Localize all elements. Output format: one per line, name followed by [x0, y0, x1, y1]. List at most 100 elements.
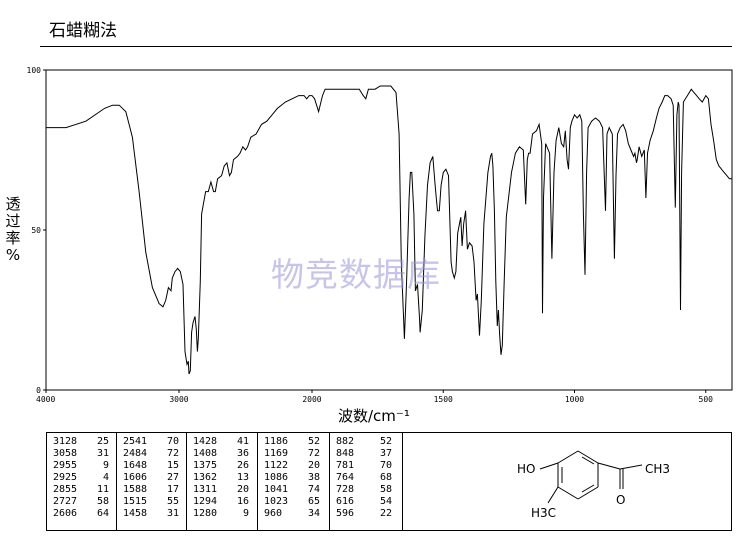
peak-wavenumber: 1023: [264, 496, 289, 507]
peak-wavenumber: 764: [336, 472, 355, 483]
peak-row: 781 70: [330, 460, 402, 472]
peak-transmittance: 16: [236, 496, 249, 507]
y-axis-label-char: 过: [5, 212, 21, 230]
peak-wavenumber: 960: [264, 508, 283, 519]
peak-transmittance: 65: [307, 496, 320, 507]
peak-transmittance: 74: [307, 484, 320, 495]
peak-wavenumber: 2484: [123, 448, 148, 459]
peak-transmittance: 20: [236, 484, 249, 495]
hydroxyl-label: HO: [517, 462, 535, 476]
peak-row: 1169 72: [258, 448, 329, 460]
peak-row: 1122 20: [258, 460, 329, 472]
x-axis-label: 波数/cm⁻¹: [338, 407, 410, 425]
peak-transmittance: 20: [307, 460, 320, 471]
peak-row: 2727 58: [47, 496, 116, 508]
peak-row: 3058 31: [47, 448, 116, 460]
peak-transmittance: 58: [379, 484, 392, 495]
peak-row: 1458 31: [117, 508, 186, 520]
x-tick-label: 1500: [434, 395, 453, 404]
peak-row: 2955 9: [47, 460, 116, 472]
carbonyl-oxygen-label: O: [616, 493, 625, 507]
peak-transmittance: 34: [307, 508, 320, 519]
peak-transmittance: 70: [379, 460, 392, 471]
peak-row: 882 52: [330, 436, 402, 448]
ir-spectrum-chart: 4000 3000 2000 1500 1000 500 0 50 100: [27, 66, 733, 404]
peak-transmittance: 37: [379, 448, 392, 459]
peak-transmittance: 9: [102, 460, 109, 471]
peak-wavenumber: 1311: [193, 484, 218, 495]
peak-row: 764 68: [330, 472, 402, 484]
peak-row: 596 22: [330, 508, 402, 520]
peak-row: 728 58: [330, 484, 402, 496]
peak-transmittance: 54: [379, 496, 392, 507]
peak-row: 2541 70: [117, 436, 186, 448]
peak-row: 1515 55: [117, 496, 186, 508]
peak-table-column: 882 52 848 37 781 70 764 68 728 58 616 54 596 22: [330, 433, 403, 530]
plot-frame: [45, 69, 733, 391]
spectrum-layer: [46, 85, 732, 375]
peak-transmittance: 55: [166, 496, 179, 507]
peak-wavenumber: 1408: [193, 448, 218, 459]
axis-ticks: 4000 3000 2000 1500 1000 500 0 50 100: [27, 66, 714, 404]
peak-wavenumber: 1169: [264, 448, 289, 459]
peak-wavenumber: 1648: [123, 460, 148, 471]
methyl-label: CH3: [645, 462, 670, 476]
peak-row: 2484 72: [117, 448, 186, 460]
peak-wavenumber: 596: [336, 508, 355, 519]
peak-row: 960 34: [258, 508, 329, 520]
peak-transmittance: 4: [102, 472, 109, 483]
y-axis-label-char: 率: [5, 229, 21, 247]
peak-transmittance: 68: [379, 472, 392, 483]
peak-row: 1186 52: [258, 436, 329, 448]
peak-wavenumber: 3128: [53, 436, 78, 447]
peak-transmittance: 52: [307, 436, 320, 447]
peak-wavenumber: 2541: [123, 436, 148, 447]
x-tick-label: 3000: [169, 395, 188, 404]
peak-wavenumber: 2727: [53, 496, 78, 507]
chemical-structure: HO CH3 O H3C: [437, 433, 731, 530]
peak-row: 2606 64: [47, 508, 116, 520]
x-tick-label: 2000: [302, 395, 321, 404]
peak-wavenumber: 1588: [123, 484, 148, 495]
peak-transmittance: 9: [242, 508, 249, 519]
peak-wavenumber: 1458: [123, 508, 148, 519]
peak-transmittance: 72: [166, 448, 179, 459]
peak-transmittance: 31: [166, 508, 179, 519]
peak-row: 2855 11: [47, 484, 116, 496]
peak-transmittance: 70: [166, 436, 179, 447]
peak-transmittance: 58: [96, 496, 109, 507]
peak-wavenumber: 1606: [123, 472, 148, 483]
spectrum-line: [46, 85, 732, 375]
peak-wavenumber: 1294: [193, 496, 218, 507]
structure-drawing: HO CH3 O H3C: [517, 450, 670, 520]
peak-row: 1606 27: [117, 472, 186, 484]
peak-table-column: 2541 70 2484 72 1648 15 1606 27 1588 17 1515 55 1458…: [117, 433, 187, 530]
peak-transmittance: 31: [96, 448, 109, 459]
peak-row: 1280 9: [187, 508, 257, 520]
peak-wavenumber: 728: [336, 484, 355, 495]
peak-row: 1362 13: [187, 472, 257, 484]
peak-transmittance: 17: [166, 484, 179, 495]
peak-wavenumber: 1362: [193, 472, 218, 483]
peak-row: 1041 74: [258, 484, 329, 496]
peak-row: 1294 16: [187, 496, 257, 508]
peak-wavenumber: 2955: [53, 460, 78, 471]
y-tick-label: 50: [31, 226, 41, 235]
peak-transmittance: 72: [307, 448, 320, 459]
peak-wavenumber: 3058: [53, 448, 78, 459]
peak-transmittance: 13: [236, 472, 249, 483]
peak-transmittance: 52: [379, 436, 392, 447]
peak-transmittance: 27: [166, 472, 179, 483]
peak-transmittance: 25: [96, 436, 109, 447]
peak-row: 1648 15: [117, 460, 186, 472]
y-tick-label: 0: [36, 386, 41, 395]
peak-row: 3128 25: [47, 436, 116, 448]
peak-wavenumber: 848: [336, 448, 355, 459]
peak-wavenumber: 882: [336, 436, 355, 447]
y-axis-label-text: 透过率%: [4, 196, 22, 264]
title-divider: [40, 46, 732, 47]
y-axis-label-char: 透: [5, 195, 21, 213]
peak-row: 848 37: [330, 448, 402, 460]
peak-wavenumber: 1122: [264, 460, 289, 471]
peak-wavenumber: 1280: [193, 508, 218, 519]
